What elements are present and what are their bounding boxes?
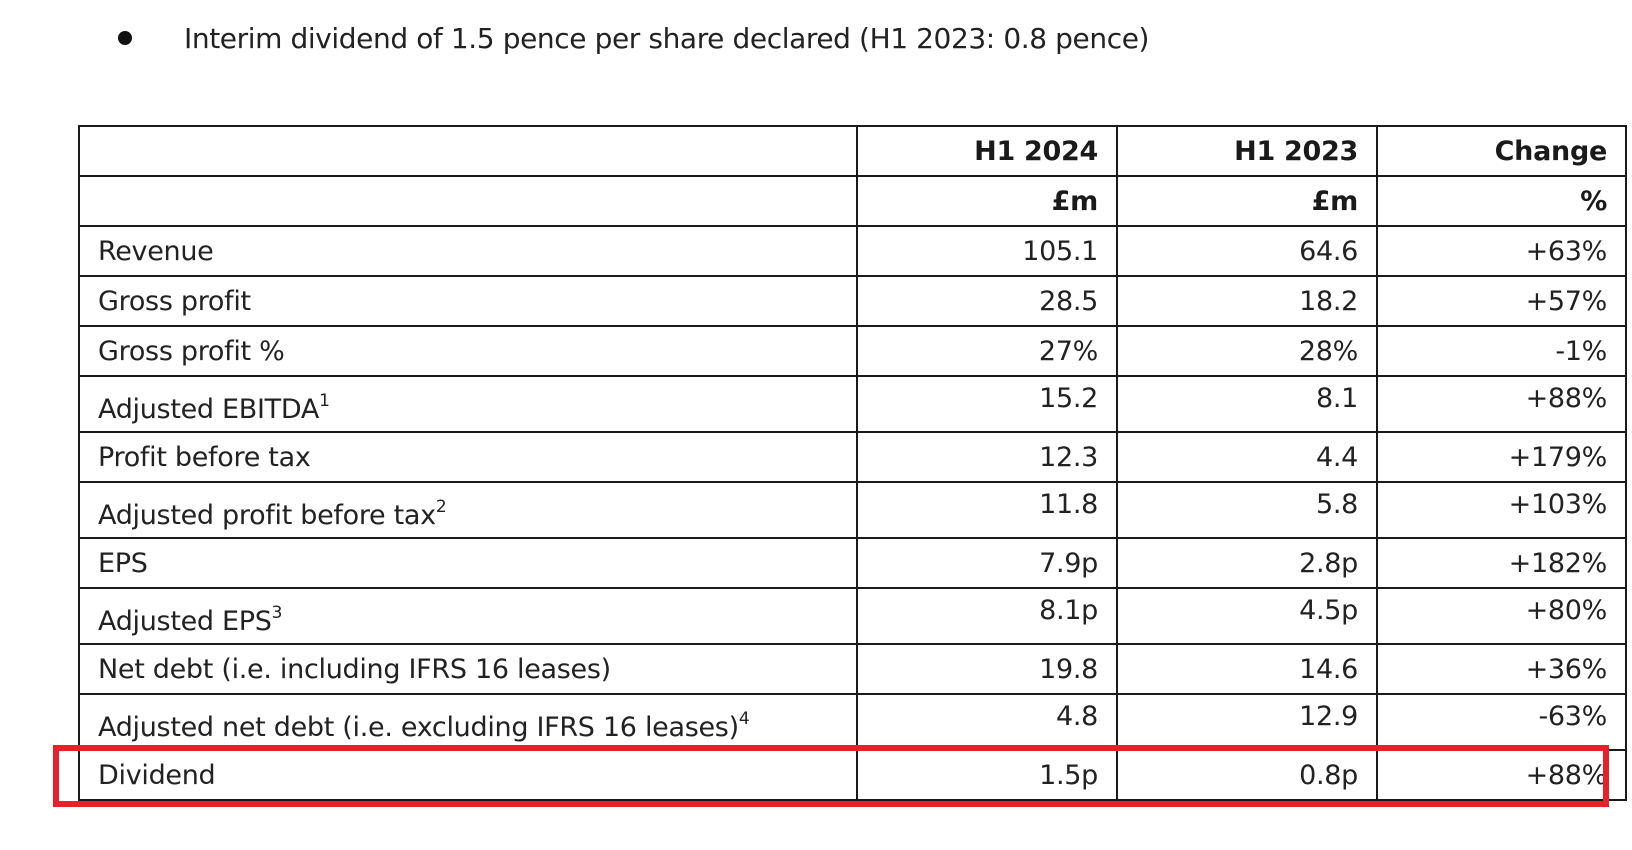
row-value-h1-2024: 28.5: [856, 275, 1118, 327]
row-label: Adjusted profit before tax2: [78, 481, 858, 539]
row-label: Net debt (i.e. including IFRS 16 leases): [78, 643, 858, 695]
row-value-h1-2023: 4.5p: [1116, 587, 1378, 645]
row-value-h1-2023: 14.6: [1116, 643, 1378, 695]
row-label: Adjusted EPS3: [78, 587, 858, 645]
header-cell-h1-2023: H1 2023: [1116, 125, 1378, 177]
row-value-h1-2024: 12.3: [856, 431, 1118, 483]
row-value-h1-2023: 12.9: [1116, 693, 1378, 751]
row-label: EPS: [78, 537, 858, 589]
row-value-change: +63%: [1376, 225, 1627, 277]
row-value-h1-2023: 0.8p: [1116, 749, 1378, 801]
row-value-h1-2024: 27%: [856, 325, 1118, 377]
row-value-h1-2024: 8.1p: [856, 587, 1118, 645]
row-value-change: +88%: [1376, 749, 1627, 801]
unit-cell-change: %: [1376, 175, 1627, 227]
header-cell-h1-2024: H1 2024: [856, 125, 1118, 177]
row-value-change: +182%: [1376, 537, 1627, 589]
row-value-h1-2023: 2.8p: [1116, 537, 1378, 589]
table-row: Net debt (i.e. including IFRS 16 leases)…: [78, 643, 1627, 695]
table-row: EPS 7.9p 2.8p +182%: [78, 537, 1627, 589]
table-row: Adjusted net debt (i.e. excluding IFRS 1…: [78, 693, 1627, 751]
row-label: Adjusted EBITDA1: [78, 375, 858, 433]
table-units-row: £m £m %: [78, 175, 1627, 227]
bullet-text: Interim dividend of 1.5 pence per share …: [184, 21, 1150, 55]
table-row: Adjusted EPS3 8.1p 4.5p +80%: [78, 587, 1627, 645]
row-value-h1-2024: 7.9p: [856, 537, 1118, 589]
table-row: Adjusted profit before tax2 11.8 5.8 +10…: [78, 481, 1627, 539]
table-row-dividend: Dividend 1.5p 0.8p +88%: [78, 749, 1627, 801]
row-value-h1-2024: 1.5p: [856, 749, 1118, 801]
unit-cell-h1-2023: £m: [1116, 175, 1378, 227]
financial-results-table: H1 2024 H1 2023 Change £m £m % Revenue 1…: [78, 125, 1627, 801]
row-label: Adjusted net debt (i.e. excluding IFRS 1…: [78, 693, 858, 751]
row-value-change: +36%: [1376, 643, 1627, 695]
row-value-h1-2023: 4.4: [1116, 431, 1378, 483]
row-value-h1-2024: 11.8: [856, 481, 1118, 539]
row-label: Dividend: [78, 749, 858, 801]
row-value-h1-2023: 5.8: [1116, 481, 1378, 539]
row-value-change: +179%: [1376, 431, 1627, 483]
row-value-change: -63%: [1376, 693, 1627, 751]
row-value-h1-2024: 4.8: [856, 693, 1118, 751]
table-row: Revenue 105.1 64.6 +63%: [78, 225, 1627, 277]
table-row: Gross profit 28.5 18.2 +57%: [78, 275, 1627, 327]
row-value-h1-2023: 8.1: [1116, 375, 1378, 433]
row-label: Revenue: [78, 225, 858, 277]
header-cell-label: [78, 125, 858, 177]
row-value-change: +57%: [1376, 275, 1627, 327]
row-value-h1-2024: 105.1: [856, 225, 1118, 277]
row-value-h1-2023: 18.2: [1116, 275, 1378, 327]
table-row: Gross profit % 27% 28% -1%: [78, 325, 1627, 377]
row-value-change: -1%: [1376, 325, 1627, 377]
bullet-point: Interim dividend of 1.5 pence per share …: [112, 18, 1149, 58]
row-label: Profit before tax: [78, 431, 858, 483]
row-value-h1-2024: 15.2: [856, 375, 1118, 433]
row-label: Gross profit %: [78, 325, 858, 377]
bullet-dot-icon: [118, 31, 132, 45]
row-value-change: +88%: [1376, 375, 1627, 433]
row-value-h1-2023: 64.6: [1116, 225, 1378, 277]
row-value-h1-2024: 19.8: [856, 643, 1118, 695]
unit-cell-h1-2024: £m: [856, 175, 1118, 227]
header-cell-change: Change: [1376, 125, 1627, 177]
row-value-change: +80%: [1376, 587, 1627, 645]
table-header-row: H1 2024 H1 2023 Change: [78, 125, 1627, 177]
row-value-h1-2023: 28%: [1116, 325, 1378, 377]
table-row: Adjusted EBITDA1 15.2 8.1 +88%: [78, 375, 1627, 433]
row-value-change: +103%: [1376, 481, 1627, 539]
unit-cell-label: [78, 175, 858, 227]
row-label: Gross profit: [78, 275, 858, 327]
table-row: Profit before tax 12.3 4.4 +179%: [78, 431, 1627, 483]
